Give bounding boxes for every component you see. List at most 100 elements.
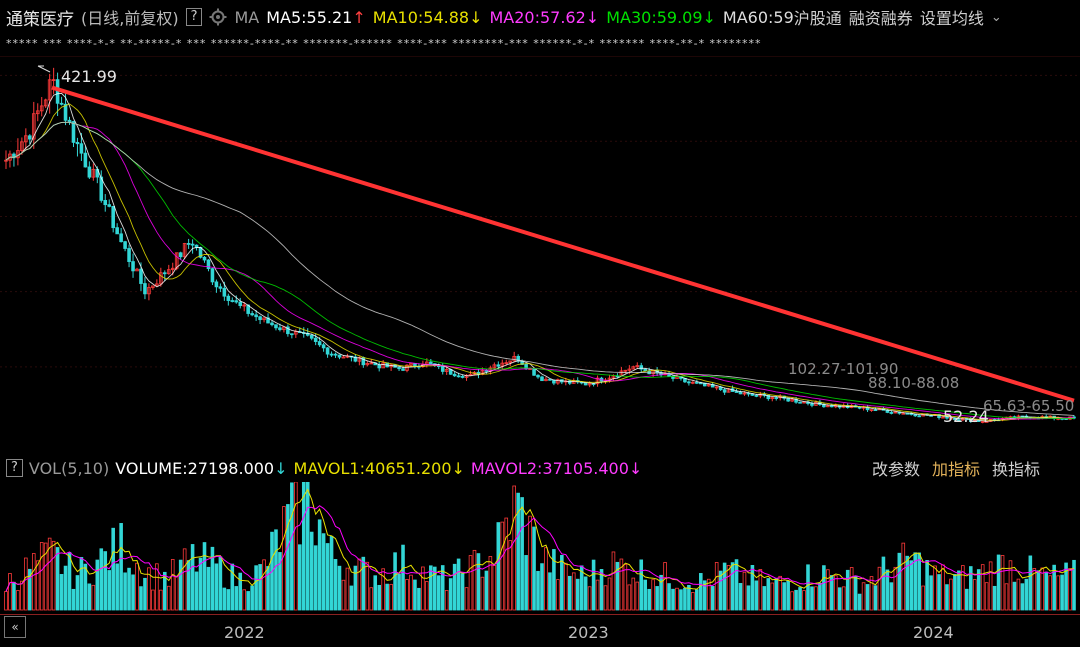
- volume-bar: [1032, 568, 1037, 611]
- ma10-arrow-icon: ↓: [469, 7, 483, 27]
- volume-bar: [706, 578, 711, 611]
- volume-bar: [818, 582, 822, 611]
- volume-bar: [722, 562, 727, 611]
- volume-bar: [893, 566, 898, 611]
- volume-bar: [647, 588, 651, 611]
- volume-bar: [516, 492, 520, 611]
- volume-bar: [988, 561, 993, 611]
- volume-bar: [841, 586, 846, 611]
- change-params-button[interactable]: 改参数: [871, 460, 920, 479]
- chart-subtitle: (日线,前复权): [81, 9, 179, 28]
- candle: [218, 283, 223, 293]
- volume-bar: [63, 565, 68, 611]
- candle: [540, 375, 544, 382]
- volume-bar: [877, 566, 882, 611]
- volume-bar: [571, 572, 576, 611]
- volume-bar: [254, 565, 258, 611]
- stock-title[interactable]: 通策医疗: [6, 9, 74, 30]
- volume-bar: [190, 544, 195, 611]
- candle: [166, 264, 171, 275]
- scroll-left-icon[interactable]: «: [4, 616, 26, 638]
- candle: [401, 366, 405, 371]
- volume-bar: [206, 566, 211, 611]
- volume-bar: [230, 563, 235, 611]
- volume-bar: [345, 567, 350, 611]
- volume-bar: [151, 589, 155, 611]
- candle: [91, 163, 96, 181]
- volume-bar: [246, 591, 250, 611]
- candle: [282, 326, 286, 333]
- volume-bar: [12, 581, 16, 611]
- help-button[interactable]: ?: [185, 8, 203, 26]
- volume-bar: [1008, 560, 1013, 611]
- candle: [186, 238, 191, 249]
- volume-bar: [43, 542, 48, 611]
- volume-bar: [107, 570, 112, 611]
- volume-bar: [524, 555, 528, 611]
- volume-bar: [456, 558, 461, 611]
- volume-bar: [957, 570, 961, 611]
- ma-label[interactable]: MA: [234, 7, 260, 27]
- candle: [595, 375, 600, 387]
- candle: [35, 103, 40, 122]
- volume-bar: [786, 580, 790, 611]
- candle: [16, 138, 20, 166]
- ma-settings-link[interactable]: 设置均线: [919, 9, 984, 28]
- volume-bar: [615, 561, 620, 611]
- volume-bar: [182, 548, 187, 611]
- chevron-down-icon[interactable]: ⌄: [990, 9, 1002, 25]
- volume-bar: [305, 482, 310, 611]
- volume-bar: [933, 565, 937, 611]
- volume-bar: [87, 583, 92, 611]
- volume-bar: [178, 559, 183, 611]
- candle: [353, 354, 358, 363]
- volume-chart[interactable]: [0, 482, 1080, 614]
- volume-bar: [635, 581, 640, 611]
- volume-bar: [603, 585, 608, 611]
- volume-bar: [95, 559, 100, 611]
- margin-trading-link[interactable]: 融资融券: [848, 9, 913, 28]
- volume-bar: [849, 567, 854, 611]
- hsgt-link[interactable]: 沪股通: [793, 9, 842, 28]
- volume-bar: [655, 586, 659, 611]
- switch-indicator-button[interactable]: 换指标: [991, 460, 1040, 479]
- volume-bar: [147, 567, 151, 611]
- volume-bar: [361, 556, 366, 611]
- candle: [329, 351, 334, 357]
- volume-bar: [798, 587, 802, 611]
- volume-bar: [460, 573, 465, 611]
- candle: [405, 364, 409, 373]
- volume-bar: [512, 485, 516, 611]
- add-indicator-button[interactable]: 加指标: [931, 460, 980, 479]
- volume-bar: [972, 579, 977, 611]
- candle: [12, 152, 16, 167]
- vol-label[interactable]: VOL(5,10): [28, 458, 110, 478]
- trendline[interactable]: [51, 85, 1075, 403]
- x-tick-2023: 2023: [568, 623, 609, 642]
- candle: [71, 120, 76, 148]
- volume-bar: [810, 586, 814, 611]
- candle: [893, 411, 898, 414]
- volume-bar: [135, 562, 139, 611]
- volume-bar: [448, 578, 453, 611]
- gear-icon[interactable]: [209, 8, 227, 26]
- volume-bar: [671, 588, 675, 611]
- volume-bar: [1056, 575, 1060, 611]
- volume-bar: [405, 579, 409, 611]
- volume-bar: [548, 572, 552, 611]
- candle: [67, 116, 72, 125]
- volume-bar: [814, 586, 818, 611]
- volume-bar: [166, 585, 171, 611]
- volume-help-button[interactable]: ?: [6, 459, 23, 477]
- low-marker: 52.24: [943, 407, 989, 426]
- volume-bar: [51, 540, 56, 611]
- price-chart[interactable]: 421.99 52.24 102.27-101.90 88.10-88.08 6…: [0, 56, 1080, 452]
- ma5-line: [5, 92, 1075, 422]
- volume-bar: [746, 585, 751, 611]
- x-axis: 2022 2023 2024: [0, 614, 1080, 647]
- volume-bar: [742, 571, 747, 611]
- volume-bar: [55, 547, 60, 611]
- volume-bar: [774, 578, 779, 611]
- candle: [163, 270, 167, 282]
- candle: [691, 380, 695, 385]
